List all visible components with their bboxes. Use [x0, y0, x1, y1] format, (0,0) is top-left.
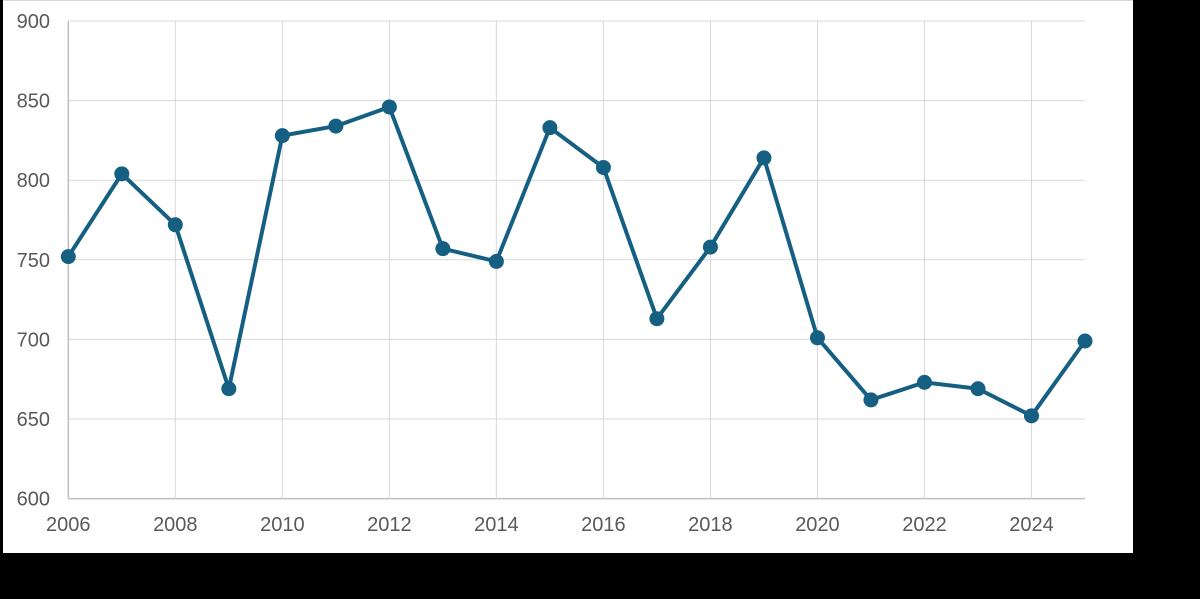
x-tick-label: 2006: [46, 514, 91, 536]
y-tick-label: 750: [17, 250, 50, 272]
data-point-2023: [970, 381, 986, 397]
data-point-2013: [435, 241, 451, 257]
data-point-2010: [274, 128, 290, 144]
data-point-2012: [381, 99, 397, 115]
x-tick-label: 2008: [153, 514, 198, 536]
line-chart: 600 650 700 750 800 850 900 2006 2008 2010 2012 201…: [17, 11, 1093, 536]
data-point-2019: [756, 150, 772, 166]
y-tick-label: 600: [17, 489, 50, 511]
data-point-2008: [167, 217, 183, 233]
y-tick-label: 650: [17, 409, 50, 431]
x-tick-label: 2018: [688, 514, 733, 536]
data-point-2018: [702, 239, 718, 255]
data-point-2009: [221, 381, 237, 397]
y-tick-label: 850: [17, 91, 50, 113]
data-point-2021: [863, 392, 879, 408]
data-point-2014: [488, 253, 504, 269]
data-point-2011: [328, 118, 344, 134]
data-point-2022: [916, 374, 932, 390]
data-point-2007: [114, 166, 130, 182]
x-tick-label: 2020: [795, 514, 840, 536]
x-tick-label: 2010: [260, 514, 305, 536]
y-tick-label: 800: [17, 170, 50, 192]
x-tick-label: 2016: [581, 514, 626, 536]
x-tick-label: 2024: [1009, 514, 1054, 536]
data-point-2020: [809, 330, 825, 346]
x-tick-label: 2014: [474, 514, 519, 536]
x-tick-label: 2012: [367, 514, 412, 536]
x-tick-label: 2022: [902, 514, 947, 536]
data-point-2006: [60, 249, 76, 265]
series-line: [66, 104, 1087, 418]
data-point-2017: [649, 311, 665, 327]
data-point-2025: [1077, 333, 1093, 349]
y-tick-label: 700: [17, 329, 50, 351]
data-point-2015: [542, 120, 558, 136]
y-tick-label: 900: [17, 11, 50, 33]
data-point-2024: [1023, 408, 1039, 424]
data-point-2016: [595, 159, 611, 175]
chart-canvas: 600 650 700 750 800 850 900 2006 2008 2010 2012 201…: [3, 0, 1133, 553]
